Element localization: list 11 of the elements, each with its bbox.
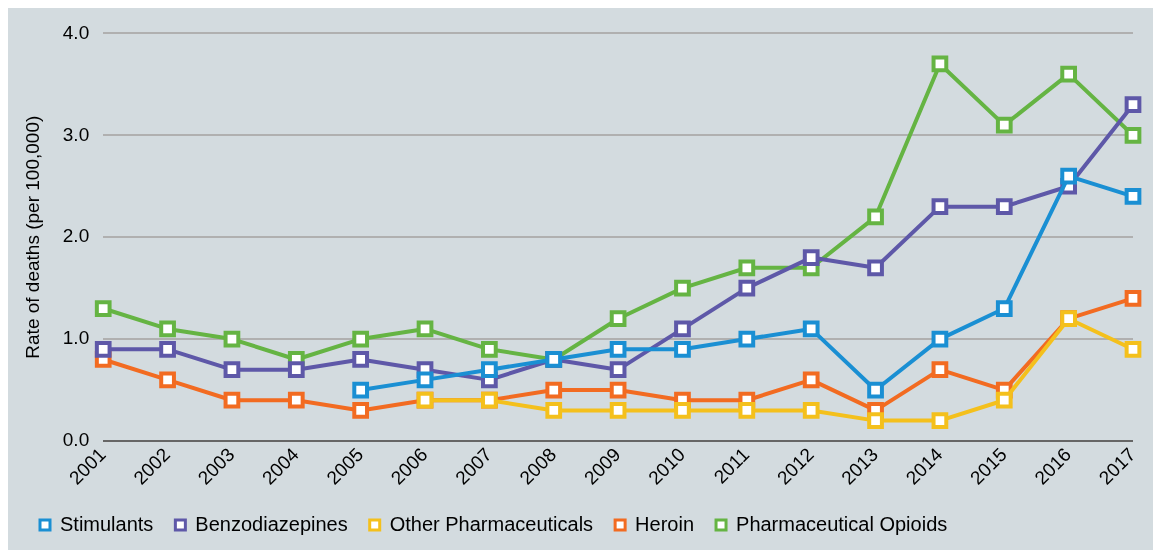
y-tick-label: 2.0: [62, 225, 90, 247]
y-tick-label: 4.0: [62, 21, 90, 43]
legend-label: Stimulants: [60, 512, 154, 535]
y-tick-label: 1.0: [62, 327, 90, 349]
legend-label: Heroin: [635, 512, 695, 535]
legend-label: Benzodiazepines: [195, 512, 348, 535]
y-tick-label: 3.0: [62, 123, 90, 145]
legend-label: Pharmaceutical Opioids: [736, 512, 948, 535]
y-axis-title: Rate of deaths (per 100,000): [21, 115, 43, 359]
legend-label: Other Pharmaceuticals: [389, 512, 594, 535]
y-tick-label: 0.0: [62, 429, 90, 451]
